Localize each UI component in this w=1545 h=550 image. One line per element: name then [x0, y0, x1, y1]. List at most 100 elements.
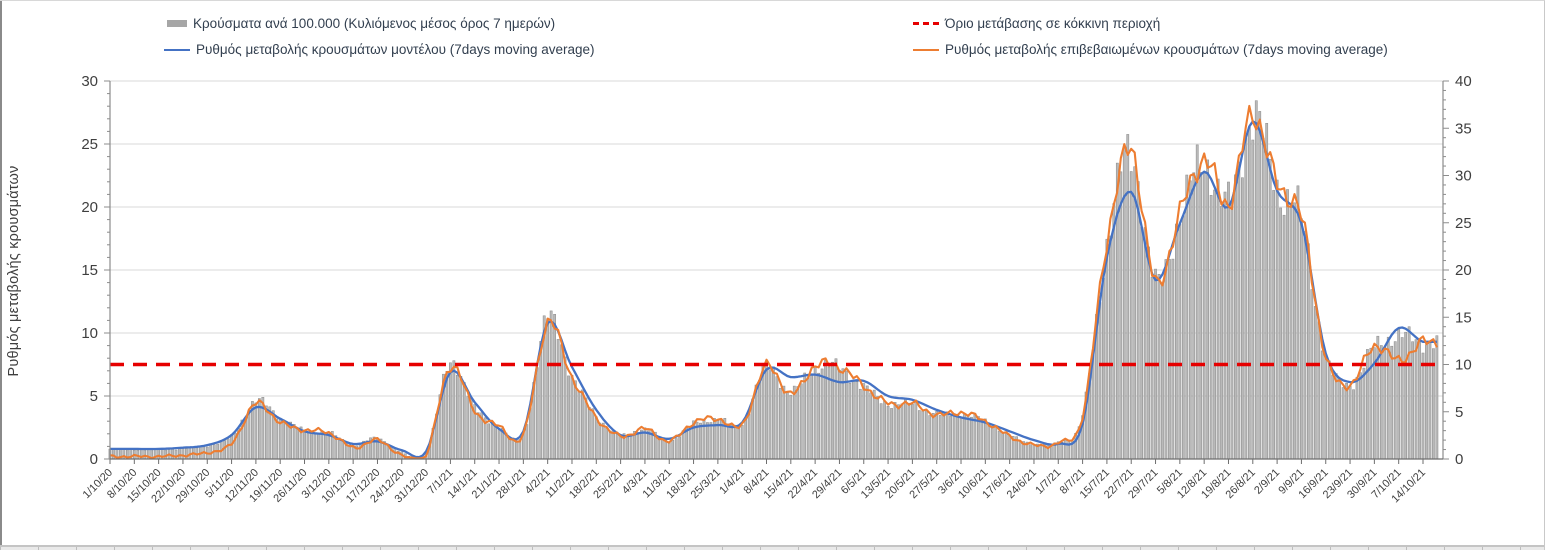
- bars-series: [108, 100, 1439, 460]
- daily-bar: [303, 429, 306, 460]
- daily-bar: [730, 424, 734, 460]
- daily-bar: [1251, 139, 1255, 460]
- daily-bar: [907, 402, 911, 460]
- daily-bar: [716, 420, 720, 460]
- daily-bar: [1098, 302, 1102, 460]
- daily-bar: [740, 424, 744, 460]
- daily-bar: [515, 440, 518, 460]
- daily-bar: [949, 416, 952, 460]
- left-tick-label: 15: [81, 262, 98, 279]
- daily-bar: [171, 449, 174, 460]
- blue-line-swatch-icon: [164, 48, 190, 51]
- daily-bar: [612, 429, 616, 460]
- daily-bar: [247, 410, 251, 460]
- daily-bar: [577, 390, 581, 460]
- daily-bar: [862, 383, 866, 460]
- daily-bar: [945, 411, 949, 460]
- daily-bar: [706, 422, 709, 460]
- daily-bar: [476, 412, 480, 460]
- daily-bar: [699, 422, 702, 460]
- daily-bar: [917, 410, 921, 460]
- daily-bar: [608, 430, 612, 460]
- right-tick-label: 10: [1455, 357, 1472, 374]
- daily-bar: [824, 359, 827, 460]
- daily-bar: [1293, 202, 1296, 460]
- daily-bar: [994, 426, 998, 460]
- legend-item-model: Ρυθμός μεταβολής κρουσμάτων μοντέλου (7d…: [164, 42, 595, 57]
- daily-bar: [1119, 171, 1123, 460]
- daily-bar: [1223, 191, 1227, 460]
- legend-confirmed-label: Ρυθμός μεταβολής επιβεβαιωμένων κρουσμάτ…: [945, 42, 1388, 57]
- daily-bar: [313, 433, 317, 460]
- daily-bar: [1195, 144, 1199, 460]
- daily-bar: [1428, 341, 1432, 460]
- daily-bar: [1136, 181, 1140, 460]
- daily-bar: [310, 430, 313, 460]
- daily-bar: [1317, 321, 1321, 460]
- confirmed-line-series: [109, 104, 1438, 460]
- daily-bar: [122, 449, 126, 460]
- daily-bar: [1112, 203, 1116, 460]
- daily-bar: [1209, 195, 1213, 460]
- daily-bar: [528, 407, 532, 460]
- daily-bar: [799, 383, 803, 460]
- daily-bar: [553, 314, 556, 460]
- daily-bar: [1320, 350, 1324, 460]
- daily-bar: [813, 366, 817, 460]
- daily-bar: [789, 394, 793, 460]
- daily-bar: [449, 362, 452, 460]
- daily-bar: [671, 439, 675, 460]
- daily-bar: [306, 432, 310, 460]
- daily-bar: [810, 374, 814, 460]
- daily-bar: [1109, 235, 1112, 460]
- left-tick-label: 20: [81, 199, 98, 216]
- daily-bar: [1300, 218, 1303, 460]
- daily-bar: [1171, 258, 1175, 460]
- daily-bar: [963, 413, 966, 460]
- daily-bar: [1275, 179, 1279, 460]
- daily-bar: [1286, 189, 1289, 460]
- daily-bar: [817, 372, 820, 460]
- daily-bar: [591, 408, 595, 460]
- daily-bar: [782, 385, 786, 460]
- legend-item-confirmed: Ρυθμός μεταβολής επιβεβαιωμένων κρουσμάτ…: [913, 42, 1388, 57]
- daily-bar: [744, 418, 748, 460]
- daily-bar: [466, 396, 470, 460]
- daily-bar: [779, 387, 782, 460]
- daily-bar: [855, 381, 859, 460]
- daily-bar: [1157, 274, 1161, 460]
- daily-bar: [754, 384, 758, 460]
- right-tick-label: 20: [1455, 262, 1472, 279]
- daily-bar: [393, 448, 397, 460]
- right-tick-label: 40: [1455, 73, 1472, 90]
- daily-bar: [765, 360, 768, 460]
- daily-bar: [845, 370, 848, 460]
- daily-bar: [1296, 185, 1300, 460]
- left-tick-label: 0: [90, 451, 98, 468]
- daily-bar: [636, 432, 640, 460]
- daily-bar: [1237, 161, 1241, 460]
- daily-bar: [605, 428, 609, 460]
- daily-bar: [858, 388, 862, 460]
- daily-bar: [1247, 126, 1251, 460]
- daily-bar: [563, 356, 567, 460]
- right-axis-ticks: 0 5 10 15 20 25 30 35 40: [1443, 73, 1472, 468]
- daily-bar: [560, 344, 563, 460]
- daily-bar: [619, 434, 622, 460]
- daily-bar: [1366, 349, 1369, 460]
- daily-bar: [977, 416, 980, 460]
- daily-bar: [1046, 443, 1050, 460]
- daily-bar: [869, 392, 873, 460]
- daily-bar: [282, 419, 286, 460]
- daily-bar: [1227, 181, 1230, 460]
- daily-bar: [587, 407, 591, 460]
- daily-bar: [1435, 335, 1439, 460]
- daily-bar: [990, 427, 994, 460]
- daily-bar: [1400, 337, 1404, 460]
- daily-bar: [292, 424, 296, 460]
- daily-bar: [959, 417, 963, 460]
- right-tick-label: 0: [1455, 451, 1463, 468]
- daily-bar: [831, 361, 834, 460]
- daily-bar: [952, 413, 956, 460]
- daily-bar: [455, 374, 459, 460]
